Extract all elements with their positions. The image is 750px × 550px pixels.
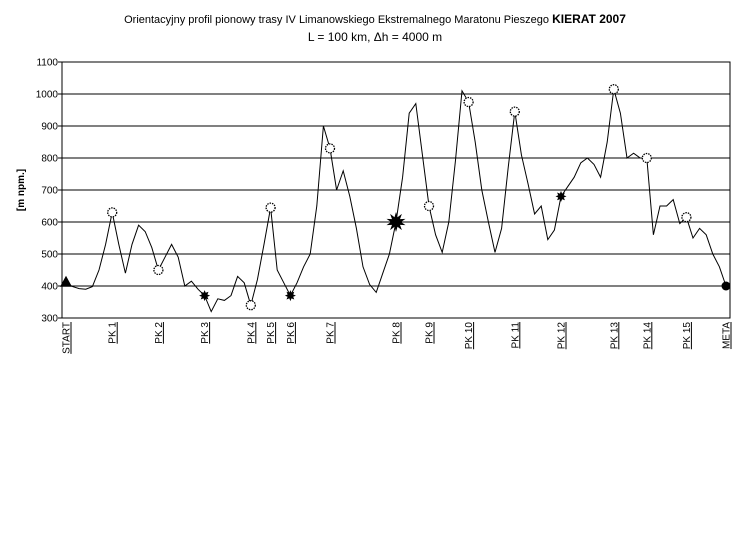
x-tick-label: PK 14 xyxy=(642,322,653,350)
x-tick-label: PK 4 xyxy=(246,322,257,344)
chart-subtitle: L = 100 km, Δh = 4000 m xyxy=(308,30,442,44)
star-marker xyxy=(199,290,211,302)
checkpoint-marker xyxy=(265,202,276,213)
y-tick-label: 900 xyxy=(41,122,58,133)
checkpoint-marker xyxy=(608,84,619,95)
checkpoint-marker xyxy=(641,152,652,164)
y-tick-label: 500 xyxy=(41,250,58,261)
y-tick-label: 600 xyxy=(41,218,58,229)
finish-marker xyxy=(721,281,731,291)
profile-line xyxy=(65,89,727,313)
x-tick-label: META xyxy=(722,322,733,349)
x-tick-label: PK 2 xyxy=(154,322,165,344)
y-tick-label: 800 xyxy=(41,154,58,165)
y-tick-label: 700 xyxy=(41,186,58,197)
title-text: Orientacyjny profil pionowy trasy IV Lim… xyxy=(124,14,552,26)
checkpoint-marker xyxy=(153,264,164,276)
x-tick-label: PK 7 xyxy=(326,322,337,344)
x-tick-label: PK 13 xyxy=(609,322,620,350)
x-tick-label: PK 15 xyxy=(682,322,693,350)
big-star-marker xyxy=(386,212,406,232)
x-tick-label: PK 12 xyxy=(557,322,568,350)
y-tick-label: 1000 xyxy=(36,90,59,101)
title-emphasis: KIERAT 2007 xyxy=(552,12,626,26)
y-tick-label: 400 xyxy=(41,282,58,293)
checkpoint-marker xyxy=(245,300,256,311)
checkpoint-marker xyxy=(509,106,520,117)
star-marker xyxy=(284,290,296,302)
x-tick-label: PK 6 xyxy=(286,322,297,344)
x-tick-label: PK 9 xyxy=(425,322,436,344)
x-tick-label: PK 8 xyxy=(392,322,403,344)
chart-title: Orientacyjny profil pionowy trasy IV Lim… xyxy=(124,12,626,26)
x-tick-label: PK 10 xyxy=(464,322,475,350)
checkpoint-marker xyxy=(423,200,435,212)
x-tick-label: PK 3 xyxy=(200,322,211,344)
x-tick-label: PK 1 xyxy=(108,322,119,344)
y-tick-label: 300 xyxy=(41,314,58,325)
checkpoint-marker xyxy=(463,96,474,108)
y-tick-label: 1100 xyxy=(36,58,58,69)
start-marker xyxy=(60,275,72,287)
checkpoint-marker xyxy=(107,207,118,218)
y-axis-label: [m npm.] xyxy=(16,169,27,211)
x-tick-label: PK 11 xyxy=(510,322,521,349)
checkpoint-marker xyxy=(681,212,692,223)
x-tick-label: PK 5 xyxy=(266,322,277,344)
x-tick-label: START xyxy=(62,322,73,354)
star-marker xyxy=(555,190,567,202)
checkpoint-marker xyxy=(324,143,336,154)
